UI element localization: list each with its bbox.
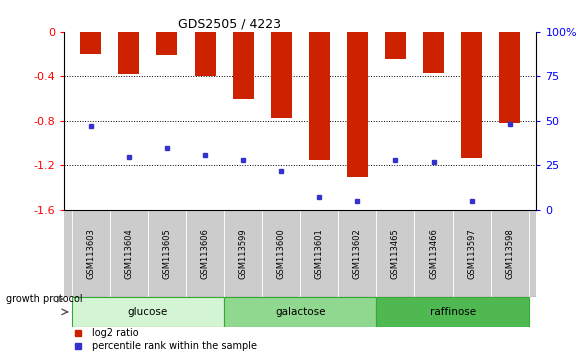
Bar <box>309 32 330 160</box>
Bar <box>423 32 444 73</box>
Text: GSM113597: GSM113597 <box>467 228 476 279</box>
Text: log2 ratio: log2 ratio <box>93 328 139 338</box>
Bar <box>499 32 520 123</box>
Bar <box>195 32 216 76</box>
Bar <box>491 210 529 297</box>
Bar <box>186 210 224 297</box>
Text: GSM113606: GSM113606 <box>201 228 209 279</box>
Bar <box>156 32 177 55</box>
Text: GSM113601: GSM113601 <box>315 228 324 279</box>
Text: galactose: galactose <box>275 307 325 317</box>
Bar <box>110 210 148 297</box>
Bar <box>347 32 368 177</box>
Title: GDS2505 / 4223: GDS2505 / 4223 <box>178 18 281 31</box>
Text: GSM113466: GSM113466 <box>429 228 438 279</box>
Bar <box>80 32 101 54</box>
Text: raffinose: raffinose <box>430 307 476 317</box>
Text: percentile rank within the sample: percentile rank within the sample <box>93 341 258 351</box>
Bar <box>72 210 110 297</box>
Bar <box>148 210 186 297</box>
Text: GSM113598: GSM113598 <box>505 228 514 279</box>
Bar <box>377 210 415 297</box>
Text: growth protocol: growth protocol <box>6 294 82 304</box>
Text: GSM113605: GSM113605 <box>163 228 171 279</box>
Text: GSM113602: GSM113602 <box>353 228 362 279</box>
Bar <box>224 210 262 297</box>
Bar <box>224 297 377 327</box>
Bar <box>300 210 338 297</box>
Text: glucose: glucose <box>128 307 168 317</box>
Bar <box>72 297 224 327</box>
Text: GSM113604: GSM113604 <box>124 228 134 279</box>
Text: GSM113600: GSM113600 <box>277 228 286 279</box>
Text: GSM113465: GSM113465 <box>391 228 400 279</box>
Bar <box>385 32 406 58</box>
Bar <box>452 210 491 297</box>
Text: GSM113599: GSM113599 <box>238 228 248 279</box>
Bar <box>338 210 377 297</box>
Bar <box>461 32 482 158</box>
Text: GSM113603: GSM113603 <box>86 228 95 279</box>
Bar <box>262 210 300 297</box>
Bar <box>415 210 452 297</box>
Bar <box>377 297 529 327</box>
Bar <box>118 32 139 74</box>
Bar <box>271 32 292 118</box>
Bar <box>233 32 254 99</box>
